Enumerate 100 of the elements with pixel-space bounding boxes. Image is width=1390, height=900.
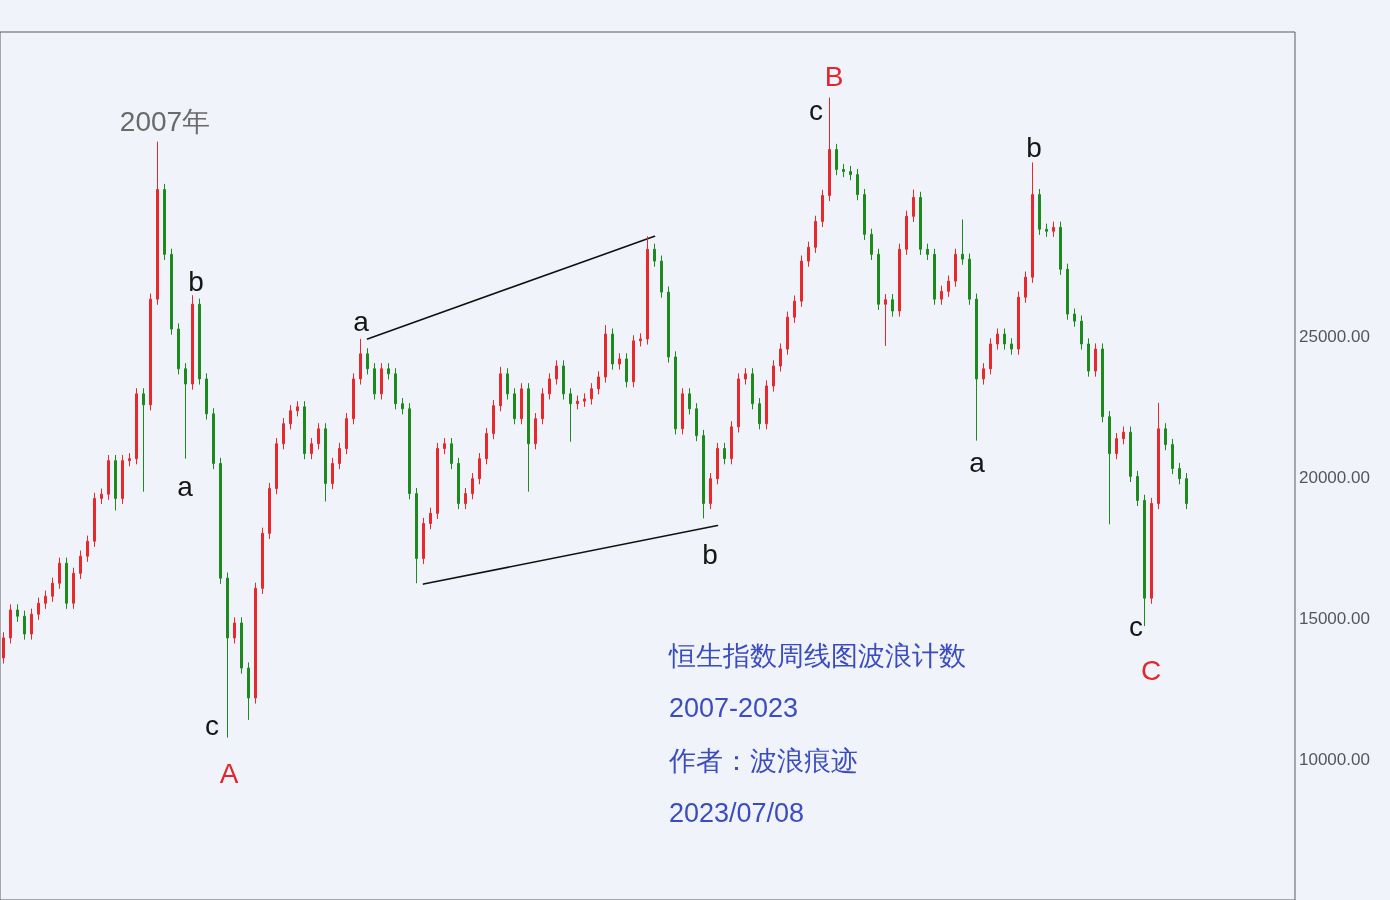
candlestick <box>520 382 523 425</box>
y-tick-label: 15000.00 <box>1299 608 1370 628</box>
candlestick <box>1045 223 1048 238</box>
annotation: 作者：波浪痕迹 <box>668 746 858 776</box>
candlestick <box>583 392 586 408</box>
candlestick <box>1101 342 1104 423</box>
candlestick <box>842 163 845 178</box>
candlestick <box>646 235 649 346</box>
candlestick <box>373 362 376 400</box>
candlestick <box>667 285 670 364</box>
candlestick <box>709 472 712 510</box>
annotation: b <box>702 538 718 570</box>
candlestick <box>464 487 467 510</box>
candlestick <box>205 372 208 420</box>
candlestick <box>16 603 19 623</box>
candlestick <box>478 452 481 485</box>
candlestick <box>541 387 544 425</box>
candlestick <box>975 293 978 442</box>
candlestick <box>310 437 313 460</box>
y-tick-label: 10000.00 <box>1299 749 1370 769</box>
candlestick <box>933 248 936 306</box>
candlestick <box>163 183 166 261</box>
candlestick <box>877 248 880 311</box>
candlestick <box>1108 410 1111 525</box>
candlestick <box>100 488 103 505</box>
candlestick <box>1178 462 1181 485</box>
candlestick <box>737 372 740 433</box>
candlestick <box>324 422 327 503</box>
candlestick <box>891 293 894 318</box>
candlestick <box>9 603 12 645</box>
candlestick <box>1129 426 1132 483</box>
candlestick <box>618 352 621 371</box>
candlestick <box>331 457 334 490</box>
candlestick <box>919 191 922 256</box>
candlestick <box>394 367 397 410</box>
candlestick <box>884 293 887 347</box>
candlestick <box>758 397 761 430</box>
annotation: c <box>1129 610 1143 642</box>
candlestick <box>562 359 565 400</box>
candlestick <box>30 608 33 641</box>
candlestick <box>177 322 180 375</box>
candlestick <box>1087 337 1090 378</box>
candlestick <box>114 454 117 512</box>
candlestick <box>51 577 54 603</box>
candlestick <box>688 387 691 415</box>
candlestick <box>786 311 789 356</box>
candlestick <box>961 218 964 266</box>
candlestick <box>1066 263 1069 321</box>
candlestick <box>72 567 75 610</box>
candlestick <box>590 382 593 406</box>
candlestick <box>429 507 432 530</box>
candlestick <box>1171 438 1174 475</box>
candlestick <box>58 557 61 590</box>
candlestick <box>107 454 110 501</box>
annotation: c <box>809 94 823 126</box>
candlestick <box>1010 337 1013 356</box>
candlestick <box>632 334 635 388</box>
annotation: B <box>824 60 844 92</box>
candlestick <box>142 387 145 493</box>
annotation: a <box>353 305 370 337</box>
candlestick <box>1031 161 1034 284</box>
candlestick <box>359 338 362 386</box>
candlestick <box>1073 307 1076 328</box>
candlestick <box>821 189 824 228</box>
candlestick <box>65 557 68 610</box>
candlestick <box>338 442 341 470</box>
candlestick <box>296 400 299 417</box>
candlestick <box>912 189 915 223</box>
candlestick <box>947 274 950 298</box>
candlestick <box>555 359 558 386</box>
candlestick <box>506 367 509 400</box>
candlestick <box>772 359 775 393</box>
candlestick <box>1185 472 1188 510</box>
candlestick <box>268 482 271 540</box>
candlestick <box>289 404 292 430</box>
candlestick <box>1143 494 1146 627</box>
annotation: 2023/07/08 <box>669 798 805 828</box>
candlestick <box>1136 470 1139 507</box>
candlestick <box>723 442 726 465</box>
annotation: A <box>219 757 239 789</box>
candlestick <box>716 442 719 485</box>
candlestick <box>989 337 992 375</box>
candlestick <box>807 241 810 268</box>
candlestick <box>905 210 908 256</box>
candlestick <box>219 457 222 585</box>
annotation: b <box>188 265 204 297</box>
candlestick <box>233 616 236 645</box>
annotation: a <box>969 446 986 478</box>
text: 恒生指数周线图波浪计数 <box>668 640 966 671</box>
candlestick <box>926 243 929 261</box>
candlestick <box>471 472 474 500</box>
candlestick <box>415 487 418 584</box>
candlestick <box>436 442 439 520</box>
candlestick <box>170 248 173 336</box>
candlestick <box>968 253 971 306</box>
candlestick <box>492 399 495 440</box>
candlestick <box>282 417 285 450</box>
candlestick <box>870 228 873 261</box>
candlestick <box>128 452 131 467</box>
candlestick <box>1038 188 1041 236</box>
